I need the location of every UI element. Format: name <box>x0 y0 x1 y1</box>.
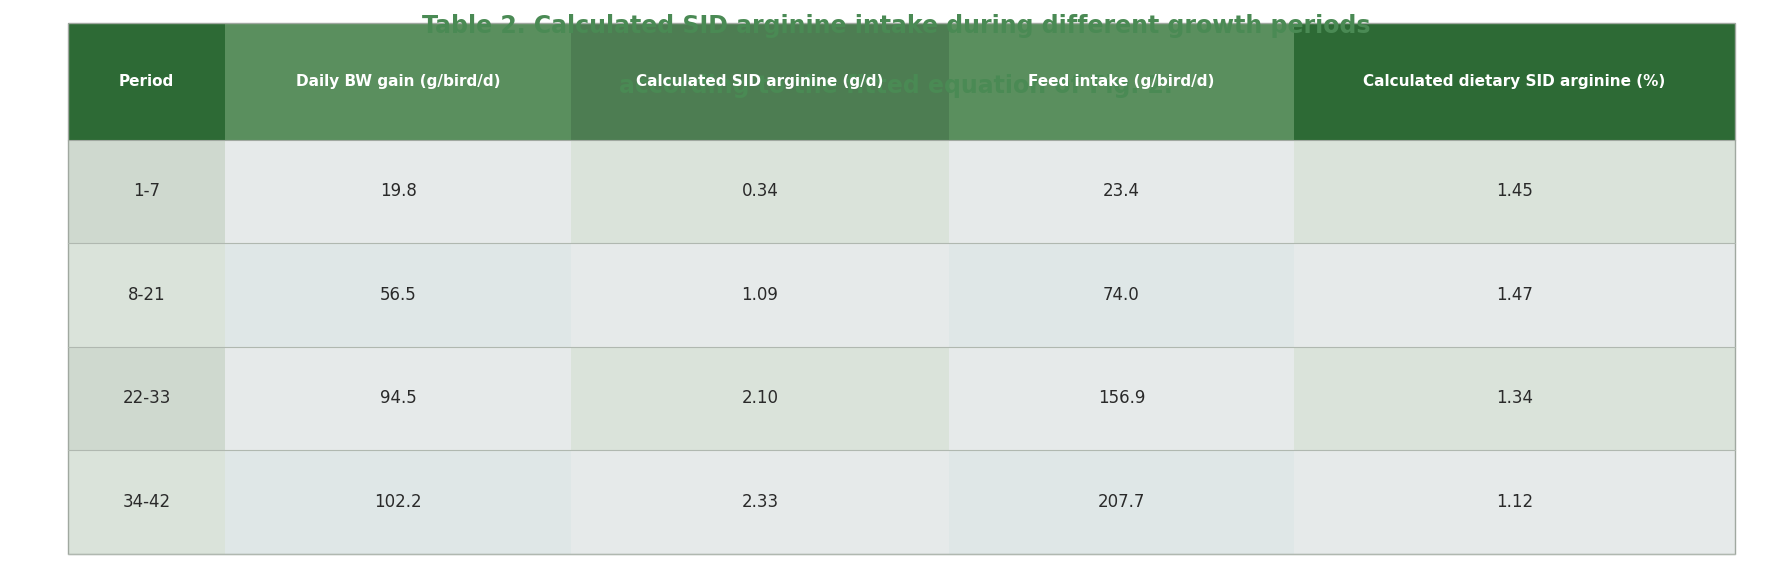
Text: 0.34: 0.34 <box>742 182 778 201</box>
Text: 34-42: 34-42 <box>122 493 170 511</box>
Text: 2.33: 2.33 <box>742 493 778 511</box>
Text: Period: Period <box>118 74 174 89</box>
Text: according to the fitted equation of Fig. 2.: according to the fitted equation of Fig.… <box>618 74 1174 98</box>
Text: 1.34: 1.34 <box>1496 390 1532 407</box>
Text: 19.8: 19.8 <box>380 182 418 201</box>
Text: 8-21: 8-21 <box>127 286 165 304</box>
Text: 1-7: 1-7 <box>133 182 159 201</box>
Text: 156.9: 156.9 <box>1098 390 1145 407</box>
Text: 1.09: 1.09 <box>742 286 778 304</box>
Text: 22-33: 22-33 <box>122 390 170 407</box>
Text: Feed intake (g/bird/d): Feed intake (g/bird/d) <box>1029 74 1215 89</box>
Text: 1.12: 1.12 <box>1496 493 1534 511</box>
Text: 2.10: 2.10 <box>742 390 778 407</box>
Text: 74.0: 74.0 <box>1104 286 1140 304</box>
Text: Daily BW gain (g/bird/d): Daily BW gain (g/bird/d) <box>296 74 500 89</box>
Text: Calculated dietary SID arginine (%): Calculated dietary SID arginine (%) <box>1364 74 1667 89</box>
Text: 1.47: 1.47 <box>1496 286 1532 304</box>
Text: 23.4: 23.4 <box>1104 182 1140 201</box>
Text: Calculated SID arginine (g/d): Calculated SID arginine (g/d) <box>636 74 883 89</box>
Text: 94.5: 94.5 <box>380 390 416 407</box>
Text: 56.5: 56.5 <box>380 286 416 304</box>
Text: 207.7: 207.7 <box>1098 493 1145 511</box>
Text: Table 2. Calculated SID arginine intake during different growth periods: Table 2. Calculated SID arginine intake … <box>421 14 1371 38</box>
Text: 102.2: 102.2 <box>375 493 423 511</box>
Text: 1.45: 1.45 <box>1496 182 1532 201</box>
